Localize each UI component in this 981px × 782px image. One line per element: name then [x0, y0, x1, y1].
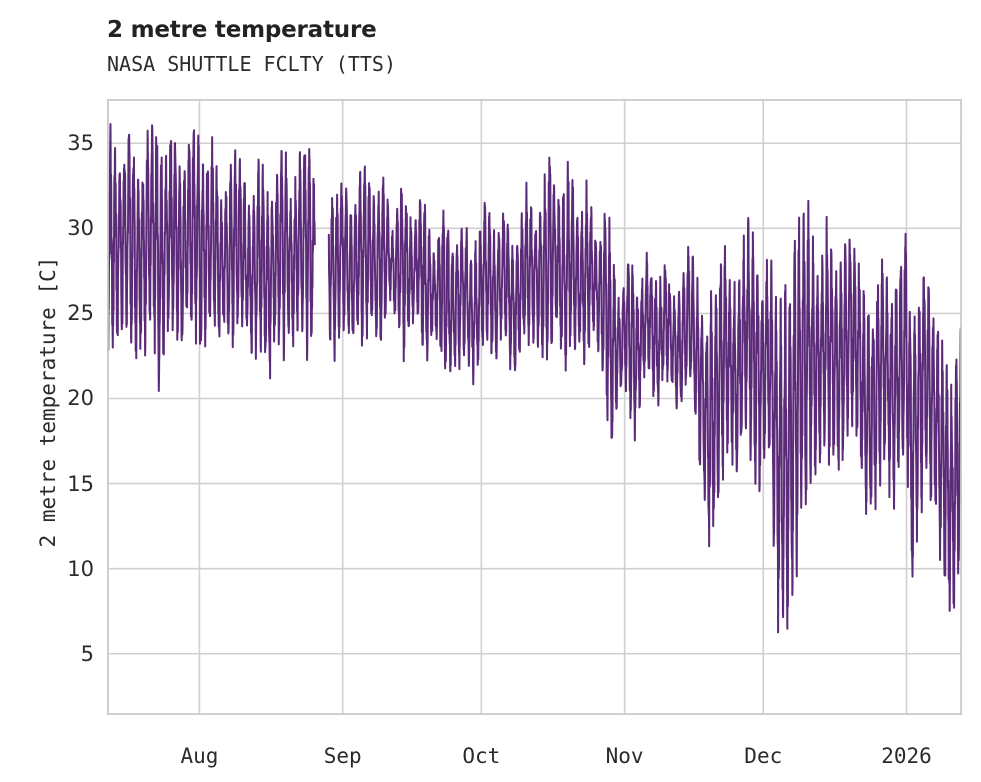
y-axis-tick-label: 5 — [80, 641, 94, 666]
temperature-time-series-plot — [107, 99, 962, 715]
plot-area — [107, 99, 962, 715]
x-axis-tick-labels: Aug Sep Oct Nov Dec 2026 — [0, 730, 981, 770]
x-axis-tick-label: Nov — [605, 744, 644, 768]
x-axis-tick-label: Dec — [744, 744, 783, 768]
x-axis-tick-label: Oct — [462, 744, 501, 768]
x-axis-tick-label: Aug — [180, 744, 219, 768]
y-axis-tick-label: 20 — [67, 386, 94, 411]
series-line-segment — [327, 156, 962, 634]
chart-title: 2 metre temperature — [107, 17, 377, 43]
y-axis-tick-label: 35 — [67, 131, 94, 156]
y-axis-label: 2 metre temperature [C] — [36, 256, 60, 548]
y-axis-tick-label: 10 — [67, 556, 94, 581]
plot-border — [107, 99, 962, 715]
series-line-segment — [107, 123, 316, 393]
y-axis-tick-labels: 5 10 15 20 25 30 35 — [0, 0, 94, 782]
y-axis-tick-label: 30 — [67, 216, 94, 241]
y-axis-tick-label: 15 — [67, 471, 94, 496]
series-temperature — [107, 123, 962, 634]
x-axis-tick-label: 2026 — [881, 744, 932, 768]
y-axis-tick-label: 25 — [67, 301, 94, 326]
chart-subtitle: NASA SHUTTLE FCLTY (TTS) — [107, 52, 396, 76]
grid-lines — [107, 99, 962, 715]
x-axis-tick-label: Sep — [323, 744, 362, 768]
